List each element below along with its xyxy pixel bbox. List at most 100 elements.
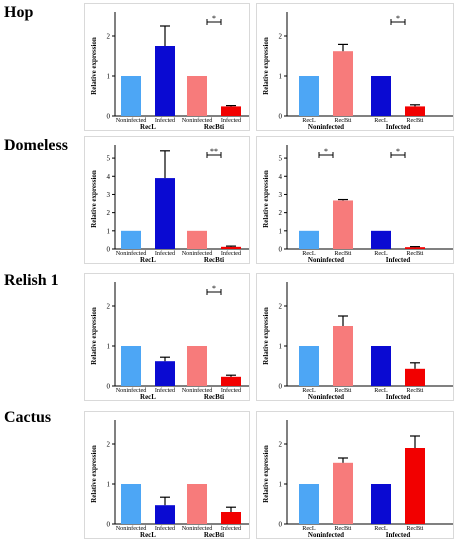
significance-marker: * [212,14,216,23]
y-tick-label: 0 [107,521,111,529]
bar-label: RecL [374,387,388,394]
bar-label: RecL [302,250,316,257]
group-label: RecBti [204,256,224,263]
significance-marker: * [212,284,216,293]
bar [405,448,425,524]
bar-label: RecL [302,117,316,124]
bar [155,361,175,386]
significance-marker: * [396,147,400,156]
bar-label: Noninfected [182,250,213,257]
y-tick-label: 1 [107,73,111,81]
y-tick-label: 0 [107,246,111,254]
bar-label: Infected [155,387,176,394]
bar-label: RecL [302,525,316,532]
bar-label: Infected [221,387,242,394]
group-label: Noninfected [308,256,344,263]
y-tick-label: 2 [107,209,111,217]
y-tick-label: 0 [107,383,111,391]
chart-cactus-by-infection: Relative expression 0 1 2 RecL RecBti RecL RecB… [262,420,455,539]
y-tick-label: 1 [279,227,283,235]
bar [371,76,391,116]
y-tick-label: 4 [107,173,111,181]
y-tick-label: 3 [107,191,111,199]
bar-label: Infected [155,525,176,532]
panel-hop-right: Relative expression 0 1 2 RecL RecBti RecL RecB… [256,3,455,131]
chart-cactus-by-strain: Relative expression 0 1 2 Noninfected Infecte… [90,420,251,539]
bar-label: RecL [374,525,388,532]
y-axis-label: Relative expression [90,37,98,95]
bar-label: Noninfected [182,117,213,124]
y-axis-label: Relative expression [90,170,98,228]
bar [299,76,319,116]
bar [371,346,391,386]
y-tick-label: 4 [279,173,283,181]
y-tick-label: 3 [279,191,283,199]
y-axis-label: Relative expression [262,307,270,365]
chart-domeless-by-strain: Relative expression 0 1 2 3 4 5 Noninfected Infe… [90,145,251,264]
panel-cactus-right: Relative expression 0 1 2 RecL RecBti RecL RecB… [256,411,455,539]
chart-hop-by-infection: Relative expression 0 1 2 RecL RecBti RecL RecB… [262,12,455,131]
bar-label: RecBti [406,525,423,532]
y-tick-label: 5 [107,155,111,163]
group-label: Noninfected [308,123,344,130]
panel-hop-left: Relative expression 0 1 2 Noninfected Infecte… [84,3,251,131]
y-tick-label: 0 [279,113,283,121]
group-label: Noninfected [308,531,344,538]
group-label: RecL [140,531,156,538]
y-axis-label: Relative expression [90,445,98,503]
bar-label: Noninfected [116,387,147,394]
gene-title-relish-1: Relish 1 [4,272,59,289]
bar [187,76,207,116]
bar-label: RecBti [406,387,423,394]
chart-relish-1-by-strain: Relative expression 0 1 2 Noninfected Infecte… [90,282,251,401]
bar [299,484,319,524]
y-axis-label: Relative expression [262,37,270,95]
panel-domeless-left: Relative expression 0 1 2 3 4 5 Noninfected Infe… [84,136,251,264]
bar-label: Noninfected [182,525,213,532]
significance-marker: * [324,147,328,156]
y-tick-label: 1 [279,343,283,351]
bar-label: RecBti [334,387,351,394]
bar-label: RecBti [334,117,351,124]
y-tick-label: 2 [107,33,111,41]
bar [299,346,319,386]
group-label: RecBti [204,393,224,400]
bar-label: RecBti [406,117,423,124]
bar [405,368,425,386]
bar [333,326,353,386]
chart-hop-by-strain: Relative expression 0 1 2 Noninfected Infecte… [90,12,251,131]
bar-label: Noninfected [116,250,147,257]
bar [333,200,353,249]
group-label: Noninfected [308,393,344,400]
y-tick-label: 2 [107,441,111,449]
y-tick-label: 2 [279,33,283,41]
y-tick-label: 0 [279,383,283,391]
group-label: RecBti [204,123,224,130]
panel-relish-1-left: Relative expression 0 1 2 Noninfected Infecte… [84,273,251,401]
y-tick-label: 1 [107,481,111,489]
group-label: Infected [386,531,411,538]
y-tick-label: 0 [107,113,111,121]
bar [371,484,391,524]
bar-label: Infected [155,250,176,257]
y-tick-label: 2 [279,303,283,311]
bar-label: Infected [155,117,176,124]
group-label: RecL [140,123,156,130]
bar [299,230,319,249]
y-tick-label: 2 [107,303,111,311]
bar [121,346,141,386]
panel-domeless-right: Relative expression 0 1 2 3 4 5 RecL RecBti RecL R… [256,136,455,264]
bar-label: Infected [221,250,242,257]
bar-label: RecL [302,387,316,394]
chart-relish-1-by-infection: Relative expression 0 1 2 RecL RecBti RecL RecB… [262,282,455,401]
bar [221,376,241,386]
group-label: Infected [386,393,411,400]
bar-label: Noninfected [116,525,147,532]
bar-label: RecBti [334,525,351,532]
bar-label: RecBti [334,250,351,257]
y-axis-label: Relative expression [90,307,98,365]
bar-label: Noninfected [182,387,213,394]
bar-label: RecL [374,250,388,257]
bar [221,512,241,524]
bar [221,246,241,249]
